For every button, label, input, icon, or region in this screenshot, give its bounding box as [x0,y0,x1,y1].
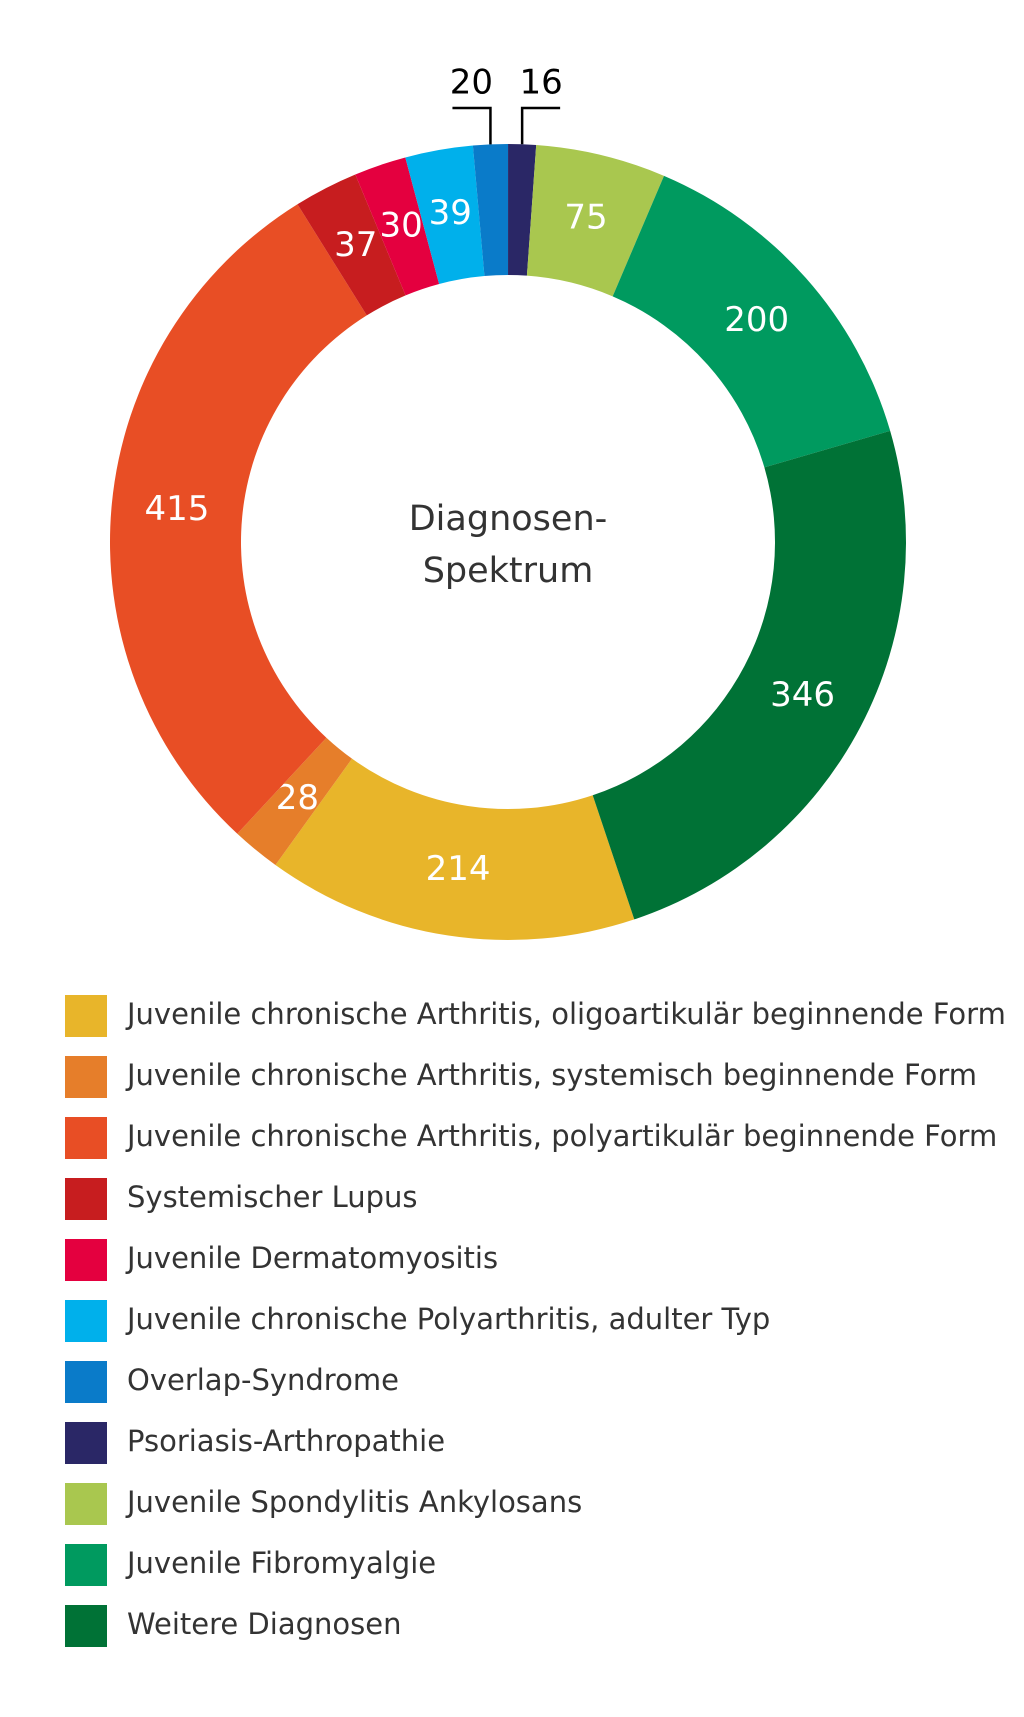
legend-label: Juvenile chronische Arthritis, oligoarti… [125,997,1006,1031]
legend-label: Juvenile chronische Polyarthritis, adult… [125,1302,770,1336]
legend-swatch [65,1605,107,1647]
legend-swatch [65,1483,107,1525]
legend-label: Juvenile chronische Arthritis, polyartik… [125,1119,997,1153]
slice-label: 200 [724,300,789,340]
legend-label: Weitere Diagnosen [127,1607,401,1641]
slice-label: 214 [426,849,491,889]
slice-label: 415 [145,489,210,529]
legend-label: Juvenile Fibromyalgie [125,1546,436,1580]
slice [275,758,635,940]
legend-label: Juvenile Dermatomyositis [125,1241,498,1275]
slice-label: 30 [379,206,422,246]
slice-label: 37 [334,225,377,265]
slice-label: 346 [770,675,835,715]
legend-swatch [65,1056,107,1098]
slice [110,204,367,834]
slice-label: 39 [429,193,472,233]
legend-swatch [65,1544,107,1586]
center-text: Spektrum [423,551,594,591]
legend-swatch [65,1239,107,1281]
slice [612,175,891,468]
slice-label: 20 [450,63,493,103]
leader-line [452,106,492,145]
legend-swatch [65,1300,107,1342]
legend-swatch [65,1178,107,1220]
slice-label: 16 [520,63,563,103]
legend-swatch [65,1361,107,1403]
legend-swatch [65,1117,107,1159]
center-text: Diagnosen- [409,499,608,539]
legend-label: Psoriasis-Arthropathie [127,1424,445,1458]
slice-label: 75 [564,197,607,237]
slice [508,144,537,276]
slice [237,737,352,865]
slice [592,430,906,920]
slice [405,145,485,285]
leader-line [520,106,561,145]
legend-swatch [65,1422,107,1464]
legend-label: Overlap-Syndrome [127,1363,399,1397]
slice [472,144,509,277]
legend-label: Juvenile Spondylitis Ankylosans [125,1485,582,1519]
legend-label: Systemischer Lupus [127,1180,418,1214]
slice [355,157,440,296]
slice [297,174,406,316]
legend-swatch [65,995,107,1037]
legend-label: Juvenile chronische Arthritis, systemisc… [125,1058,977,1092]
slice [526,145,665,297]
